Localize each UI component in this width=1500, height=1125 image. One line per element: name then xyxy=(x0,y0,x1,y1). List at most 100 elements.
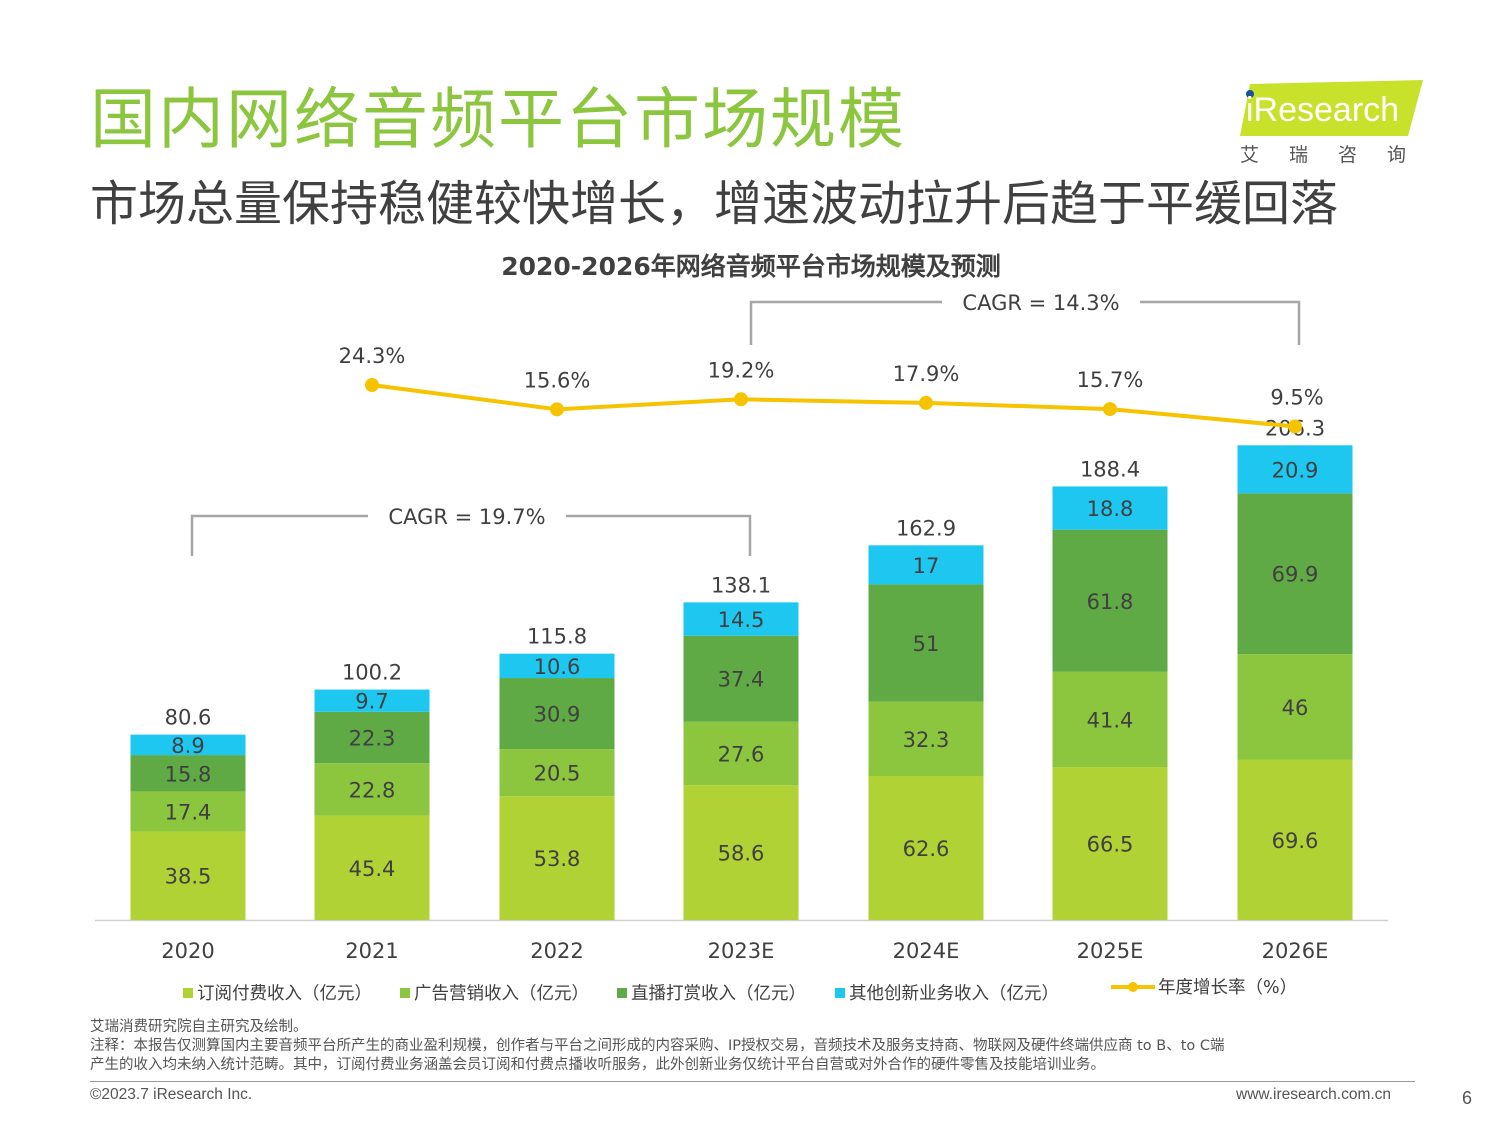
growth-rate-line xyxy=(371,383,1296,429)
bar-value-label: 45.4 xyxy=(349,857,396,881)
cagr-bracket xyxy=(749,300,1301,345)
growth-rate-point xyxy=(1103,402,1117,417)
page-number: 6 xyxy=(1462,1088,1473,1108)
legend-swatch xyxy=(183,988,193,998)
growth-rate-point xyxy=(365,378,379,392)
bar-total-label: 188.4 xyxy=(1080,457,1140,481)
website-link[interactable]: www.iresearch.com.cn xyxy=(1236,1086,1392,1103)
legend-label: 订阅付费收入（亿元） xyxy=(197,984,372,1004)
bar-segment xyxy=(314,689,430,712)
bar-total-label: 80.6 xyxy=(165,706,212,730)
legend-label: 直播打赏收入（亿元） xyxy=(631,984,806,1004)
x-tick-label: 2026E xyxy=(1262,939,1329,963)
bar-segment xyxy=(130,734,246,756)
bar-value-label: 38.5 xyxy=(165,865,212,889)
x-tick-label: 2020 xyxy=(161,939,214,963)
bar-total-label: 115.8 xyxy=(527,625,587,649)
legend-swatch xyxy=(835,988,845,998)
growth-rate-point xyxy=(550,402,564,417)
growth-rate-label: 9.5% xyxy=(1270,385,1323,409)
bar-segment xyxy=(130,755,246,792)
bar-value-label: 14.5 xyxy=(718,608,765,632)
x-tick-label: 2021 xyxy=(345,939,398,963)
bar-segment xyxy=(314,815,430,920)
bar-value-label: 8.9 xyxy=(171,734,204,758)
footer-divider xyxy=(90,1081,1415,1082)
bar-segment xyxy=(499,653,615,679)
growth-rate-point xyxy=(919,395,933,410)
bar-segment xyxy=(499,678,615,750)
x-tick-label: 2025E xyxy=(1077,939,1144,963)
logo-banner-shape xyxy=(1240,80,1423,136)
bar-value-label: 22.3 xyxy=(349,726,396,750)
legend-swatch xyxy=(617,988,627,998)
bar-segment xyxy=(868,701,984,777)
bar-segment xyxy=(868,584,984,702)
legend-line-marker xyxy=(1128,982,1138,992)
growth-rate-label: 17.9% xyxy=(893,362,960,386)
bar-segment xyxy=(130,831,246,920)
footnote-line-1: 注释：本报告仅测算国内主要音频平台所产生的商业盈利规模，创作者与平台之间形成的内… xyxy=(90,1038,1225,1054)
bar-value-label: 41.4 xyxy=(1087,708,1134,732)
bar-value-label: 69.9 xyxy=(1272,563,1319,587)
iresearch-logo: iResearch 艾瑞咨询 xyxy=(1240,78,1440,170)
x-tick-label: 2022 xyxy=(530,939,583,963)
bar-value-label: 69.6 xyxy=(1272,829,1319,853)
x-tick-label: 2023E xyxy=(708,939,775,963)
growth-rate-label: 15.6% xyxy=(524,368,591,392)
bar-value-label: 20.9 xyxy=(1272,458,1319,482)
growth-rate-label: 24.3% xyxy=(339,344,406,368)
bar-value-label: 51 xyxy=(913,632,940,656)
bar-value-label: 58.6 xyxy=(718,842,765,866)
bar-value-label: 53.8 xyxy=(534,847,581,871)
bar-segment xyxy=(499,796,615,920)
page-title: 国内网络音频平台市场规模 xyxy=(90,81,906,158)
bar-value-label: 61.8 xyxy=(1087,590,1134,614)
bar-segment xyxy=(314,711,430,764)
bar-segment xyxy=(1237,493,1353,655)
bar-segment xyxy=(130,791,246,832)
bar-segment xyxy=(683,785,799,920)
bar-value-label: 30.9 xyxy=(534,703,581,727)
chart-title: 2020-2026年网络音频平台市场规模及预测 xyxy=(501,252,1001,281)
bar-total-label: 162.9 xyxy=(896,516,956,540)
page-subtitle: 市场总量保持稳健较快增长，增速波动拉升后趋于平缓回落 xyxy=(90,176,1339,232)
legend-label: 广告营销收入（亿元） xyxy=(414,984,589,1004)
bar-segment xyxy=(1052,767,1168,920)
bar-segment xyxy=(1237,654,1353,760)
bar-value-label: 10.6 xyxy=(534,655,581,679)
cagr-bracket xyxy=(190,514,752,556)
bar-segment xyxy=(1052,671,1168,768)
bar-total-label: 100.2 xyxy=(342,661,402,685)
legend-label: 年度增长率（%） xyxy=(1158,978,1297,998)
x-tick-label: 2024E xyxy=(893,939,960,963)
growth-rate-label: 15.7% xyxy=(1077,368,1144,392)
bar-segment xyxy=(683,602,799,636)
source-note: 艾瑞消费研究院自主研究及绘制。 xyxy=(90,1019,308,1035)
bar-value-label: 9.7 xyxy=(355,690,388,714)
growth-rate-label: 19.2% xyxy=(708,358,775,382)
cagr-label: CAGR = 14.3% xyxy=(962,291,1119,315)
bar-value-label: 62.6 xyxy=(903,837,950,861)
growth-rate-point xyxy=(1288,419,1302,434)
bar-segment xyxy=(314,763,430,816)
legend-swatch xyxy=(400,988,410,998)
bar-segment xyxy=(499,749,615,797)
bar-value-label: 37.4 xyxy=(718,668,765,692)
bar-segment xyxy=(868,545,984,585)
notes-block: 艾瑞消费研究院自主研究及绘制。 注释：本报告仅测算国内主要音频平台所产生的商业盈… xyxy=(90,1018,1410,1075)
bar-value-label: 66.5 xyxy=(1087,833,1134,857)
bar-segment xyxy=(1052,486,1168,530)
bar-value-label: 17 xyxy=(913,554,940,578)
market-size-chart: 2020-2026年网络音频平台市场规模及预测 38.5 17.4 15.8 8.9 80… xyxy=(95,252,1388,1004)
logo-cn-name: 艾瑞咨询 xyxy=(1240,144,1437,166)
bar-value-label: 20.5 xyxy=(534,762,581,786)
bar-value-label: 32.3 xyxy=(903,728,950,752)
bar-value-label: 22.8 xyxy=(349,778,396,802)
bar-total-label: 138.1 xyxy=(711,573,771,597)
bar-value-label: 27.6 xyxy=(718,742,765,766)
bar-value-label: 17.4 xyxy=(165,800,212,824)
bar-segment xyxy=(868,776,984,920)
growth-rate-point xyxy=(734,392,748,407)
logo-wordmark: iResearch xyxy=(1246,91,1400,129)
